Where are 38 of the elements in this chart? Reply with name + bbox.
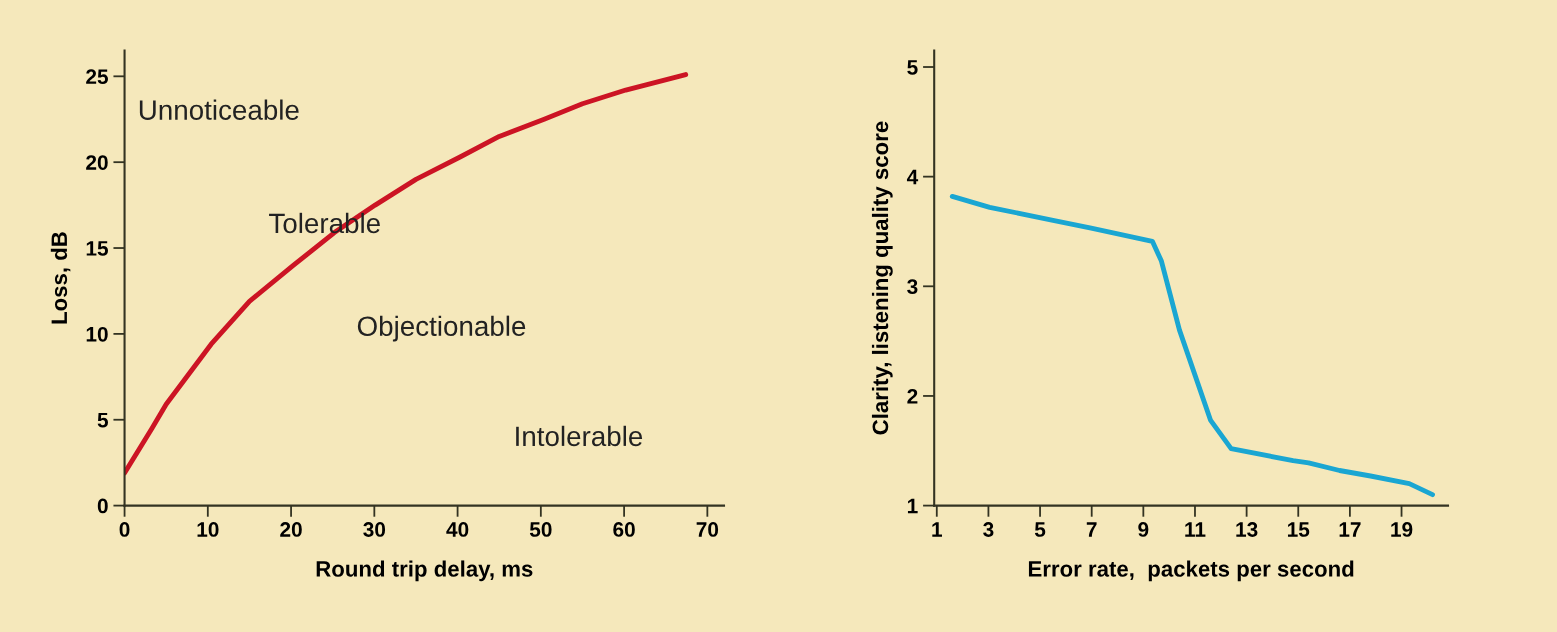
x-axis-title: Error rate, packets per second (1028, 560, 1354, 582)
y-tick-label: 2 (907, 388, 918, 404)
x-tick-label: 30 (363, 522, 386, 537)
y-tick-label: 0 (97, 498, 108, 514)
annotation: Intolerable (516, 425, 643, 447)
y-tick-label: 20 (86, 155, 108, 170)
x-tick-label: 0 (119, 522, 130, 537)
x-tick-label: 50 (529, 522, 552, 537)
x-axis-title: Round trip delay, ms (316, 560, 533, 582)
line-series (124, 72, 689, 476)
y-tick-label: 5 (97, 412, 109, 428)
line-series (949, 193, 1435, 498)
y-tick-label: 4 (906, 169, 919, 185)
x-tick-label: 1 (932, 522, 942, 537)
y-axis-title: Clarity, listening quality score (871, 121, 893, 435)
x-tick-label: 60 (613, 522, 635, 537)
x-tick-label: 3 (983, 522, 994, 537)
x-tick-label: 5 (1034, 522, 1046, 537)
y-tick-label: 25 (86, 69, 109, 85)
x-tick-label: 13 (1236, 522, 1258, 537)
y-tick-label: 5 (907, 60, 918, 75)
y-tick-label: 10 (86, 326, 108, 342)
y-tick-label: 3 (907, 279, 918, 295)
x-tick-label: 10 (197, 522, 219, 537)
x-tick-label: 70 (696, 522, 719, 537)
x-tick-label: 7 (1086, 522, 1097, 537)
x-tick-label: 9 (1138, 522, 1149, 537)
x-tick-label: 15 (1287, 522, 1310, 537)
y-tick-label: 1 (907, 498, 918, 514)
x-tick-label: 20 (280, 522, 302, 537)
x-tick-label: 11 (1185, 522, 1206, 537)
x-tick-label: 40 (446, 522, 469, 537)
y-axis-title: Loss, dB (50, 232, 71, 324)
y-tick-label: 15 (86, 241, 109, 256)
x-tick-label: 19 (1391, 522, 1413, 537)
annotation: Objectionable (357, 315, 526, 342)
annotation: Unnoticeable (139, 99, 299, 120)
x-tick-label: 17 (1339, 522, 1361, 537)
